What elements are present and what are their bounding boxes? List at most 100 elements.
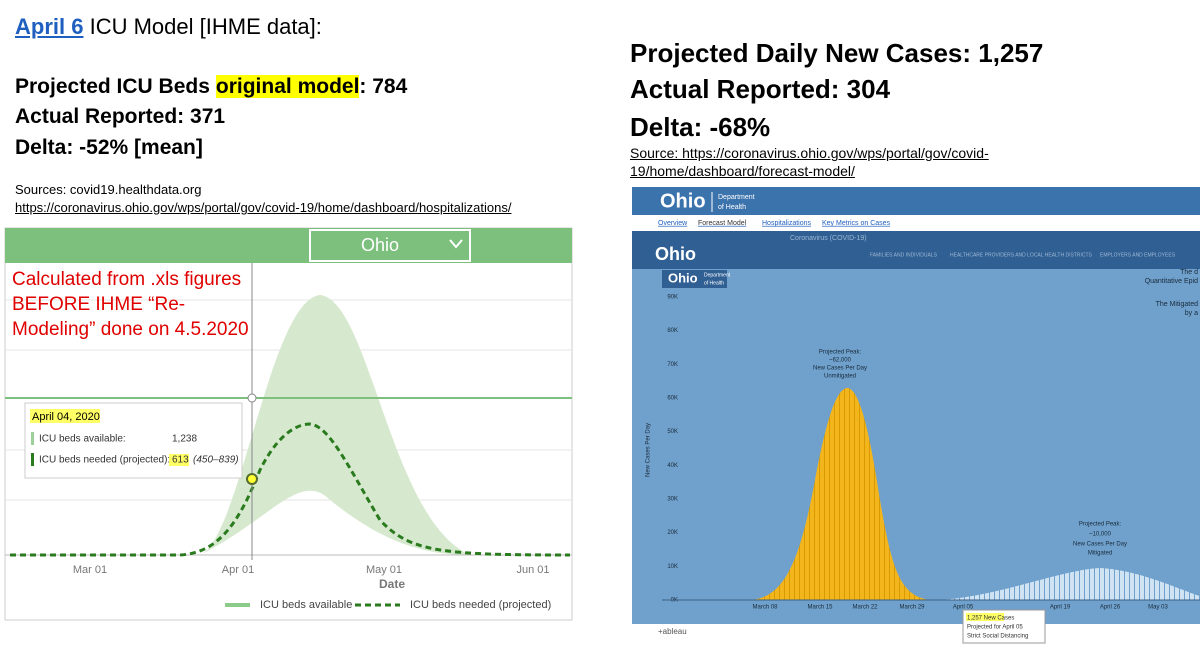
x-tick-label: March 15	[807, 605, 833, 611]
header-band	[5, 228, 572, 263]
left-chart: Ohio April 04, 2020 ICU beds available: …	[4, 227, 573, 621]
site-header	[632, 187, 1200, 215]
tooltip-line: 1,257 New Cases	[967, 616, 1014, 622]
y-tick-label: 20K	[667, 530, 678, 536]
brand: Ohio	[655, 244, 696, 264]
unmitigated-bars	[750, 388, 930, 600]
source-link[interactable]: Source: https://coronavirus.ohio.gov/wps…	[630, 145, 989, 161]
line: Actual Reported: 371	[15, 105, 226, 128]
tooltip-line: Strict Social Distancing	[967, 634, 1028, 640]
highlight	[966, 613, 1004, 621]
x-tick-label: April 19	[1050, 605, 1071, 611]
line: Projected Daily New Cases: 1,257	[630, 38, 1044, 68]
heading-text: ICU Model [IHME data]:	[89, 14, 322, 39]
y-title: New Cases Per Day	[646, 423, 652, 477]
x-tick-label: March 22	[852, 605, 878, 611]
note-line: BEFORE IHME “Re-	[12, 294, 185, 315]
y-axis: 90K 80K 70K 60K 50K 40K 30K 20K 10K 0K	[667, 295, 678, 604]
annotation-line: Mitigated	[1088, 551, 1112, 557]
y-tick-label: 50K	[667, 429, 678, 435]
x-tick-label: March 08	[752, 605, 778, 611]
corner-line: The Mitigated	[1156, 301, 1199, 308]
tooltip-label: ICU beds available:	[39, 434, 126, 445]
dept: Department	[718, 194, 755, 201]
y-tick-label: 0K	[671, 598, 678, 604]
logo-box	[662, 270, 727, 288]
dropdown[interactable]	[309, 229, 471, 262]
y-tick-label: 30K	[667, 497, 678, 503]
nav-link[interactable]: Overview	[658, 220, 688, 227]
brand: Ohio	[660, 190, 706, 212]
y-tick-label: 40K	[667, 463, 678, 469]
legend-label: ICU beds needed (projected)	[410, 599, 551, 611]
line: Delta: -52% [mean]	[15, 136, 203, 159]
corner-text: The d Quantitative Epid The Mitigated by…	[1145, 269, 1198, 317]
tooltip-text: 1,257 New Cases Projected for April 05 S…	[967, 616, 1028, 640]
note: Calculated from .xls figures BEFORE IHME…	[12, 269, 249, 340]
dept: of Health	[718, 204, 746, 211]
tooltip-value: 613	[172, 455, 189, 466]
mitigated-bars	[940, 568, 1200, 600]
x-tick-label: Mar 01	[73, 564, 107, 576]
hover-point	[247, 393, 257, 403]
banner-link[interactable]: HEALTHCARE PROVIDERS AND LOCAL HEALTH DI…	[950, 252, 1093, 258]
annotation-line: Projected Peak:	[819, 350, 862, 356]
source-link[interactable]: 19/home/dashboard/forecast-model/	[630, 163, 855, 179]
dropdown-label: Ohio	[361, 235, 399, 255]
line: Projected ICU Beds original model: 784	[15, 75, 407, 99]
highlight	[169, 454, 189, 466]
banner	[632, 231, 1200, 269]
corner-line: Quantitative Epid	[1145, 278, 1198, 285]
y-tick-label: 60K	[667, 396, 678, 402]
nav-links: Overview Forecast Model Hospitalizations…	[658, 220, 891, 227]
tooltip-date: April 04, 2020	[32, 411, 100, 423]
x-title: Date	[379, 577, 405, 591]
right-chart: Ohio Department of Health Overview Forec…	[632, 187, 1200, 644]
y-tick-label: 10K	[667, 564, 678, 570]
text: Projected ICU Beds	[15, 75, 210, 98]
x-tick-label: May 01	[366, 564, 402, 576]
corner-line: by a	[1185, 310, 1198, 317]
uncertainty-area	[200, 295, 470, 555]
tooltip-range: (450–839)	[193, 455, 239, 466]
nav	[632, 215, 1200, 231]
source-link[interactable]: https://coronavirus.ohio.gov/wps/portal/…	[15, 200, 512, 215]
highlight	[30, 409, 100, 423]
line: Actual Reported: 304	[630, 74, 891, 104]
nav-link[interactable]: Forecast Model	[698, 220, 747, 227]
footer-logo: +ableau	[658, 627, 687, 636]
x-tick-label: May 03	[1148, 605, 1168, 611]
y-tick-label: 90K	[667, 295, 678, 301]
tooltip-label: ICU beds needed (projected):	[39, 455, 170, 466]
banner-title: Coronavirus (COVID-19)	[790, 235, 867, 242]
heading-link[interactable]: April 6	[15, 14, 84, 39]
x-tick-label: April 26	[1100, 605, 1121, 611]
annotation-line: Projected Peak:	[1079, 522, 1122, 528]
legend-label: ICU beds available	[260, 599, 352, 611]
banner-link[interactable]: FAMILIES AND INDIVIDUALS	[870, 252, 938, 258]
banner-links: FAMILIES AND INDIVIDUALS HEALTHCARE PROV…	[870, 252, 1176, 258]
text: : 784	[359, 75, 408, 98]
y-tick-label: 70K	[667, 362, 678, 368]
annotation-line: ~10,000	[1089, 532, 1112, 538]
nav-link[interactable]: Hospitalizations	[762, 220, 812, 227]
sources: Sources: covid19.healthdata.org	[15, 182, 202, 197]
annotation-line: New Cases Per Day	[813, 366, 867, 372]
note-line: Modeling” done on 4.5.2020	[12, 319, 249, 340]
dropdown-arrow	[449, 239, 463, 249]
x-tick-label: April 05	[953, 605, 974, 611]
dept: Department	[704, 272, 731, 278]
hover-point	[246, 473, 258, 485]
plot-bg	[632, 269, 1200, 624]
heading: April 6 ICU Model [IHME data]:	[15, 14, 322, 40]
annotation-line: New Cases Per Day	[1073, 542, 1127, 548]
annotation-line: ~62,000	[829, 358, 852, 364]
nav-link[interactable]: Key Metrics on Cases	[822, 220, 891, 227]
line: Delta: -68%	[630, 112, 771, 142]
swatch	[31, 453, 34, 466]
banner-link[interactable]: EMPLOYERS AND EMPLOYEES	[1100, 252, 1176, 258]
brand: Ohio	[668, 270, 698, 285]
swatch	[31, 432, 34, 445]
x-tick-label: March 29	[899, 605, 925, 611]
